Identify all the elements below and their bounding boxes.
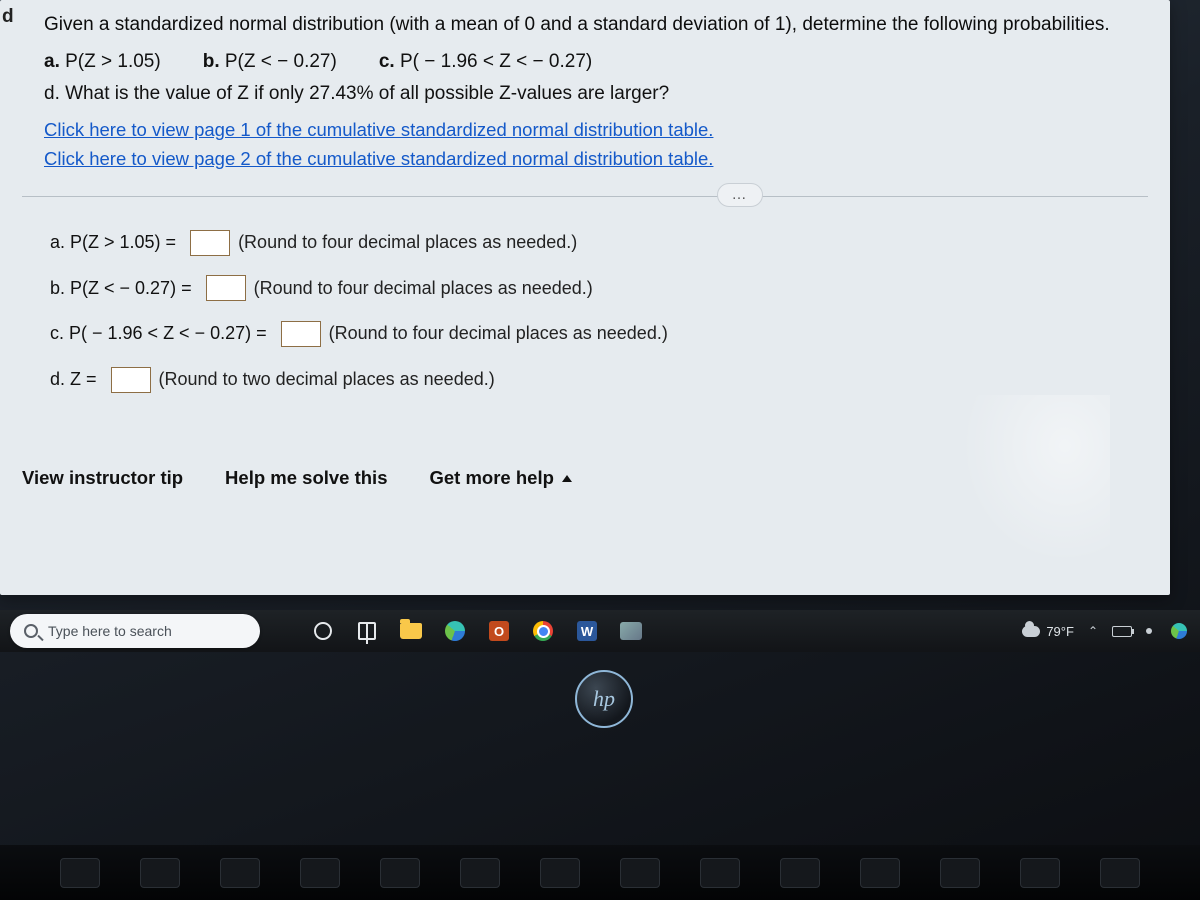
key: [780, 858, 820, 888]
answer-b-hint: (Round to four decimal places as needed.…: [254, 275, 593, 303]
search-placeholder: Type here to search: [48, 623, 172, 639]
taskbar: Type here to search O W 79°F ⌃: [0, 610, 1200, 652]
key: [1100, 858, 1140, 888]
answer-d-input[interactable]: [111, 367, 151, 393]
link-line-1: Click here to view page 1 of the cumulat…: [44, 116, 1148, 145]
view-instructor-tip-button[interactable]: View instructor tip: [22, 464, 183, 493]
key: [60, 858, 100, 888]
key: [220, 858, 260, 888]
key: [700, 858, 740, 888]
section-divider: [22, 196, 1148, 197]
temperature: 79°F: [1046, 624, 1074, 639]
key: [380, 858, 420, 888]
key: [860, 858, 900, 888]
answer-a-hint: (Round to four decimal places as needed.…: [238, 229, 577, 257]
tray-chevron-icon[interactable]: ⌃: [1088, 624, 1098, 638]
file-explorer-icon[interactable]: [398, 618, 424, 644]
part-b: b. P(Z < − 0.27): [203, 47, 337, 76]
answer-a-input[interactable]: [190, 230, 230, 256]
parts-row: a. P(Z > 1.05) b. P(Z < − 0.27) c. P( − …: [44, 47, 1148, 76]
part-d: d. What is the value of Z if only 27.43%…: [44, 79, 1148, 108]
answer-d-label: d. Z =: [50, 366, 97, 394]
wifi-icon[interactable]: [1146, 628, 1152, 634]
z-table-link-page1[interactable]: Click here to view page 1 of the cumulat…: [44, 116, 713, 145]
hp-logo: hp: [575, 670, 633, 728]
office-icon[interactable]: O: [486, 618, 512, 644]
caret-up-icon: [562, 475, 572, 482]
help-me-solve-button[interactable]: Help me solve this: [225, 464, 387, 493]
taskbar-icons: O W: [310, 618, 644, 644]
link-line-2: Click here to view page 2 of the cumulat…: [44, 145, 1148, 174]
key: [140, 858, 180, 888]
taskbar-tray: 79°F ⌃: [1022, 618, 1192, 644]
chrome-icon[interactable]: [530, 618, 556, 644]
tray-edge-icon[interactable]: [1166, 618, 1192, 644]
key: [300, 858, 340, 888]
key: [540, 858, 580, 888]
question-panel: d Given a standardized normal distributi…: [0, 0, 1170, 595]
answer-row-b: b. P(Z < − 0.27) = (Round to four decima…: [50, 275, 1148, 303]
answer-c-hint: (Round to four decimal places as needed.…: [329, 320, 668, 348]
app-icon[interactable]: [618, 618, 644, 644]
get-more-help-button[interactable]: Get more help: [430, 464, 572, 493]
key: [620, 858, 660, 888]
taskbar-search[interactable]: Type here to search: [10, 614, 260, 648]
keyboard-edge: [0, 845, 1200, 900]
expand-dots-button[interactable]: …: [717, 183, 763, 207]
answer-row-c: c. P( − 1.96 < Z < − 0.27) = (Round to f…: [50, 320, 1148, 348]
edge-icon[interactable]: [442, 618, 468, 644]
answer-b-input[interactable]: [206, 275, 246, 301]
answer-a-label: a. P(Z > 1.05) =: [50, 229, 176, 257]
answer-c-input[interactable]: [281, 321, 321, 347]
weather-widget[interactable]: 79°F: [1022, 624, 1074, 639]
answer-d-hint: (Round to two decimal places as needed.): [159, 366, 495, 394]
answer-c-label: c. P( − 1.96 < Z < − 0.27) =: [50, 320, 267, 348]
search-icon: [24, 624, 38, 638]
battery-icon[interactable]: [1112, 626, 1132, 637]
get-more-help-label: Get more help: [430, 464, 554, 493]
key: [1020, 858, 1060, 888]
answer-row-d: d. Z = (Round to two decimal places as n…: [50, 366, 1148, 394]
question-prompt: Given a standardized normal distribution…: [44, 10, 1148, 39]
cloud-icon: [1022, 626, 1040, 637]
question-id: d: [2, 2, 14, 31]
z-table-link-page2[interactable]: Click here to view page 2 of the cumulat…: [44, 145, 713, 174]
help-row: View instructor tip Help me solve this G…: [22, 464, 1148, 493]
answers-block: a. P(Z > 1.05) = (Round to four decimal …: [50, 229, 1148, 395]
key: [940, 858, 980, 888]
key: [460, 858, 500, 888]
part-c: c. P( − 1.96 < Z < − 0.27): [379, 47, 592, 76]
answer-b-label: b. P(Z < − 0.27) =: [50, 275, 192, 303]
word-icon[interactable]: W: [574, 618, 600, 644]
question-block: Given a standardized normal distribution…: [44, 10, 1148, 174]
cortana-icon[interactable]: [310, 618, 336, 644]
answer-row-a: a. P(Z > 1.05) = (Round to four decimal …: [50, 229, 1148, 257]
part-a: a. P(Z > 1.05): [44, 47, 161, 76]
taskview-icon[interactable]: [354, 618, 380, 644]
screen-photo: d Given a standardized normal distributi…: [0, 0, 1200, 900]
